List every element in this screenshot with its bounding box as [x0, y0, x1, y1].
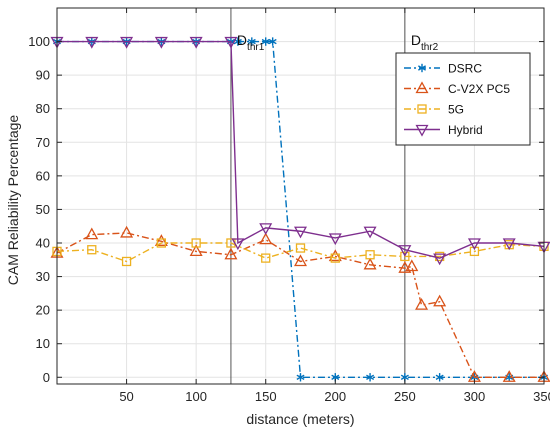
y-tick-label: 30: [36, 269, 50, 284]
x-axis-label: distance (meters): [246, 411, 354, 427]
data-point: [433, 294, 447, 307]
x-tick-label: 200: [324, 389, 346, 404]
data-point: [268, 37, 277, 46]
x-tick-label: 100: [185, 389, 207, 404]
data-point: [120, 36, 134, 49]
legend-swatch-marker: [417, 63, 427, 73]
data-point: [189, 244, 203, 257]
threshold-label-2: Dthr2: [411, 32, 439, 53]
data-point: [467, 238, 481, 251]
data-point: [328, 233, 342, 246]
x-tick-label: 300: [464, 389, 486, 404]
legend-swatch-marker: [415, 81, 429, 94]
threshold-label-main: D: [411, 32, 421, 48]
series-line: [56, 232, 544, 378]
legend-swatch-marker: [417, 104, 427, 114]
x-tick-label: 50: [119, 389, 133, 404]
legend-label: Hybrid: [448, 123, 483, 137]
threshold-label-sub: thr2: [421, 42, 439, 53]
series-5g: [52, 238, 549, 267]
legend-item: 5G: [404, 103, 464, 117]
y-tick-label: 60: [36, 168, 50, 183]
data-point: [120, 225, 134, 238]
legend-swatch-marker: [415, 124, 429, 137]
y-tick-label: 50: [36, 202, 50, 217]
data-point: [435, 373, 444, 382]
data-point: [502, 370, 516, 382]
y-tick-label: 40: [36, 236, 50, 251]
data-point: [85, 36, 99, 49]
data-point: [247, 37, 256, 46]
data-point: [261, 37, 270, 46]
legend-label: 5G: [448, 103, 464, 117]
data-point: [191, 238, 201, 248]
data-point: [154, 234, 168, 246]
threshold-label-main: D: [237, 32, 247, 48]
data-point: [87, 245, 97, 255]
legend-item: C-V2X PC5: [404, 81, 510, 96]
data-point: [293, 226, 308, 239]
y-tick-label: 80: [36, 101, 50, 116]
tick-layer: 50 100 150 200 250 300 350 0 10 20 30 40 50 60 70 80 90 1…: [28, 8, 550, 404]
data-point: [156, 238, 167, 248]
data-point: [85, 227, 99, 240]
y-tick-label: 100: [28, 34, 50, 49]
series-line: [57, 40, 545, 259]
data-point: [363, 226, 377, 239]
data-point: [415, 297, 429, 310]
data-point: [259, 232, 273, 245]
data-point: [433, 253, 447, 266]
legend-label: DSRC: [448, 62, 482, 76]
data-point: [366, 373, 375, 382]
legend-item: Hybrid: [404, 123, 483, 137]
data-point: [296, 373, 305, 382]
legend-item: DSRC: [404, 62, 482, 76]
y-axis-label: CAM Reliability Percentage: [5, 115, 21, 286]
legend: DSRC C-V2X PC5 5G Hybrid: [395, 52, 531, 146]
data-point: [365, 250, 375, 260]
data-point: [231, 238, 245, 251]
data-point: [121, 256, 132, 267]
data-point: [502, 238, 516, 251]
data-point: [259, 223, 273, 236]
x-tick-label: 250: [394, 389, 416, 404]
data-point: [400, 251, 410, 262]
series-c-v2x-pc5: [50, 225, 550, 382]
threshold-label-sub: thr1: [247, 42, 265, 53]
y-tick-label: 70: [36, 135, 50, 150]
data-point: [469, 246, 480, 257]
data-point: [189, 36, 203, 49]
data-point: [293, 254, 308, 267]
x-tick-label: 150: [255, 389, 277, 404]
y-tick-label: 20: [36, 303, 50, 318]
data-point: [224, 36, 238, 49]
threshold-label-1: Dthr1: [237, 32, 265, 53]
series-hybrid: [50, 36, 550, 266]
legend-label: C-V2X PC5: [448, 82, 510, 96]
x-tick-label: 350: [533, 389, 550, 404]
data-point: [261, 253, 271, 263]
data-point: [330, 253, 340, 263]
data-point: [405, 259, 419, 272]
y-tick-label: 0: [43, 370, 50, 385]
series-line: [57, 40, 544, 378]
data-point: [398, 245, 412, 257]
y-tick-label: 10: [36, 336, 50, 351]
data-point: [154, 36, 168, 49]
plot-frame: [56, 7, 545, 385]
data-point: [295, 243, 306, 253]
data-point: [328, 249, 342, 262]
annotation-layer: Dthr1 Dthr2: [237, 32, 439, 53]
data-point: [363, 257, 377, 270]
threshold-lines: [230, 8, 406, 384]
data-point: [224, 247, 238, 260]
y-tick-label: 90: [36, 68, 50, 83]
